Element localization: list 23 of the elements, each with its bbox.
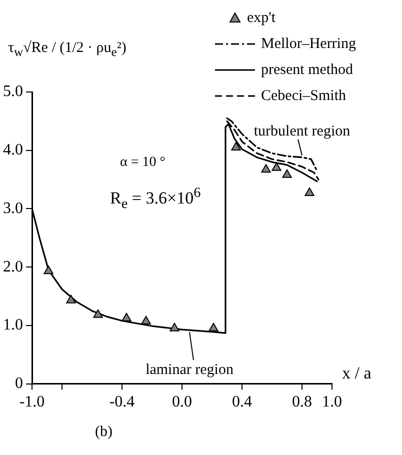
annotation: α = 10 ° — [120, 155, 166, 171]
x-axis-title: x / a — [342, 363, 372, 382]
y-tick-label: 5.0 — [3, 83, 23, 100]
text: (b) — [95, 424, 112, 441]
y-tick-label: 3.0 — [3, 200, 23, 217]
legend-label: Mellor–Herring — [261, 36, 356, 52]
annotation: R$_{e}$ = 3.6×10$^{6}$ — [110, 185, 201, 214]
y-tick-label: 1.0 — [3, 316, 23, 334]
y-axis-title: τ$_{w}$√Re / (1/2 · ρu$_{e}$²) — [8, 40, 126, 60]
legend-label: Cebeci–Smith — [261, 88, 346, 104]
x-tick-label: -1.0 — [19, 394, 45, 411]
x-tick-label: -0.4 — [109, 394, 135, 411]
y-tick-label: 0 — [15, 375, 23, 392]
legend-label: present method — [261, 62, 354, 78]
y-tick-label: 2.0 — [3, 258, 23, 276]
x-tick-label: 0.8 — [292, 394, 312, 411]
x-tick-label: 1.0 — [322, 394, 342, 411]
annotation: laminar region — [146, 362, 234, 378]
legend-label: exp't — [247, 10, 276, 26]
x-tick-label: 0.4 — [232, 394, 252, 411]
annotation: turbulent region — [254, 123, 351, 140]
x-tick-label: 0.0 — [172, 394, 192, 411]
y-tick-label: 4.0 — [3, 142, 23, 159]
